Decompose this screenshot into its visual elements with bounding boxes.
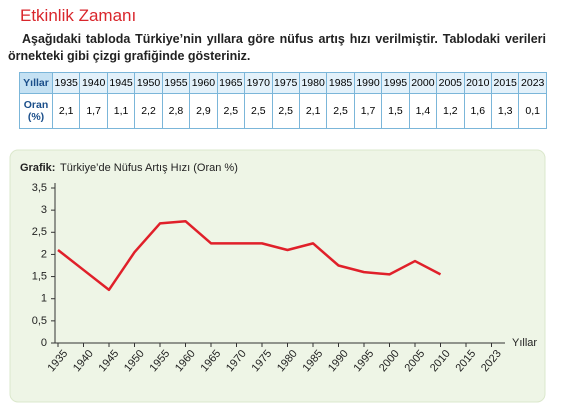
table-cell: 1980 (298, 72, 328, 94)
table-row: Oran (%) 2,1 1,7 1,1 2,2 2,8 2,9 2,5 2,5 2,5 2,1 2,… (19, 93, 547, 129)
chart-title-prefix: Grafik: (20, 162, 55, 174)
table-cell: 1970 (244, 72, 273, 94)
y-tick-label: 2 (41, 248, 47, 260)
table-cell: 1,5 (381, 93, 410, 129)
table-cell: 1,6 (463, 93, 493, 129)
table-cell: 1950 (134, 72, 163, 94)
x-axis-label: Yıllar (512, 337, 537, 349)
y-tick-label: 3,5 (32, 182, 47, 194)
y-tick-label: 1,5 (32, 270, 47, 282)
table-cell: 2,5 (271, 93, 300, 129)
data-table: Yıllar 1935 1940 1945 1950 1955 1960 1965 1970 19… (19, 72, 547, 129)
table-cell: 2,5 (216, 93, 246, 129)
header-title: Etkinlik Zamanı (20, 6, 137, 25)
table-cell: 1,7 (353, 93, 383, 129)
y-tick-label: 0,5 (32, 315, 47, 327)
table-cell: Yıllar (19, 72, 53, 94)
y-tick-label: 1 (41, 293, 47, 305)
table-cell: 1995 (381, 72, 410, 94)
table-cell: 2005 (436, 72, 465, 94)
table-cell: 2,1 (51, 93, 81, 129)
table-cell: 1,4 (408, 93, 438, 129)
table-cell: 2015 (490, 72, 520, 94)
table-cell: 1965 (216, 72, 246, 94)
table-cell: 2023 (518, 72, 547, 94)
table-cell: 1,2 (436, 93, 465, 129)
y-tick-label: 0 (41, 337, 47, 349)
table-cell: Oran (%) (19, 93, 53, 129)
table-cell: 1,1 (106, 93, 136, 129)
table-row: Yıllar 1935 1940 1945 1950 1955 1960 1965 1970 19… (19, 72, 547, 94)
table-cell: 2000 (408, 72, 438, 94)
y-tick-label: 2,5 (32, 226, 47, 238)
table-cell: 2,9 (189, 93, 218, 129)
table-cell: 2,5 (326, 93, 355, 129)
chart-panel (9, 149, 546, 403)
table-cell: 1960 (189, 72, 218, 94)
y-tick-label: 3 (41, 204, 47, 216)
table-cell: 0,1 (518, 93, 547, 129)
table-cell: 1,3 (490, 93, 520, 129)
table-cell: 2,2 (134, 93, 163, 129)
instruction: Aşağıdaki tabloda Türkiye’nin yıllara gö… (8, 32, 546, 63)
data-line (57, 219, 442, 292)
chart-title: Türkiye’de Nüfus Artış Hızı (Oran %) (60, 162, 238, 174)
